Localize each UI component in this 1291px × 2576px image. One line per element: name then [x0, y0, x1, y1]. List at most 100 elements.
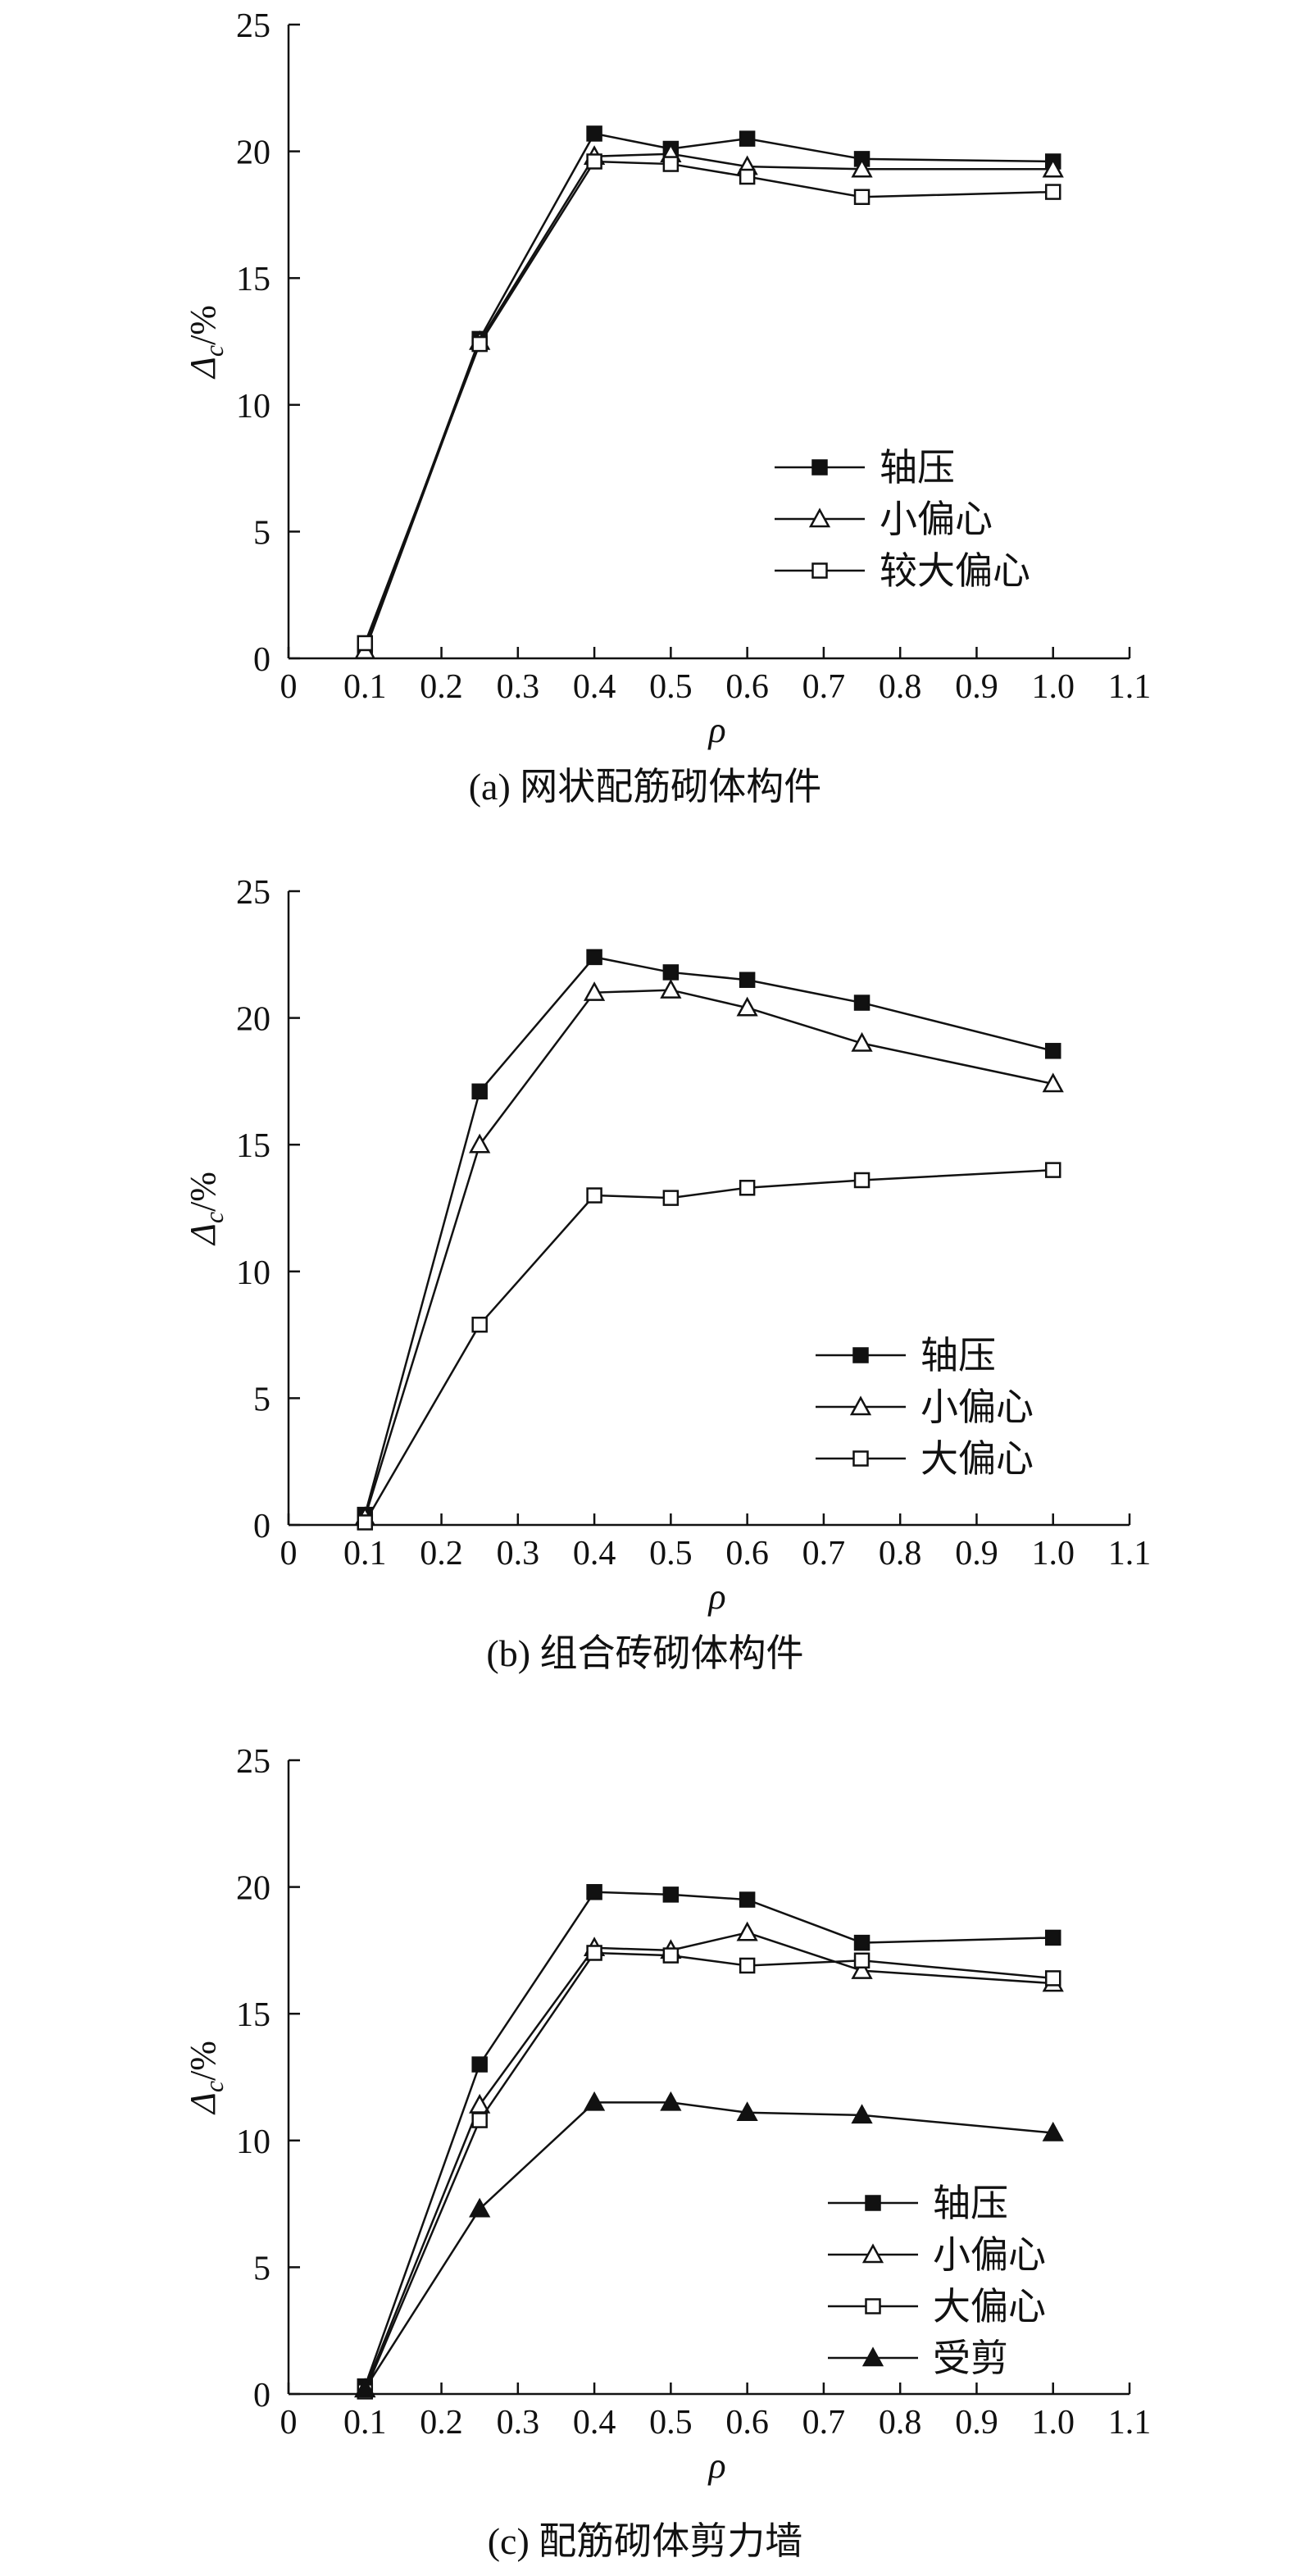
series-4 [354, 2091, 1064, 2398]
data-point [851, 1031, 873, 1052]
y-tick-label: 20 [236, 1001, 270, 1039]
x-tick-label: 1.0 [1031, 668, 1075, 706]
data-point [662, 1947, 680, 1964]
chart-panel-c: 0 5 10 15 20 25 0 0.1 0.2 0.3 0.4 0.5 0.6 0.7 0.8 0.9 1.… [183, 1743, 1152, 2562]
y-tick-label: 15 [236, 1127, 270, 1165]
data-point [586, 125, 602, 142]
x-tick-label: 0.2 [420, 2404, 463, 2442]
x-axis-label: ρ [707, 2446, 725, 2486]
data-point [586, 1945, 602, 1961]
x-tick-label: 0.9 [955, 668, 998, 706]
data-point [851, 1959, 873, 1979]
y-tick-label: 10 [236, 1254, 270, 1292]
x-tick-label: 0.8 [879, 1535, 922, 1572]
data-point [583, 981, 606, 1001]
data-point [851, 157, 873, 178]
x-tick-label: 0.4 [573, 2404, 616, 2442]
data-point [583, 2091, 606, 2111]
data-point [660, 2091, 682, 2111]
y-tick-label: 15 [236, 1996, 270, 2034]
legend-label: 受剪 [933, 2337, 1008, 2379]
y-tick-label: 20 [236, 1870, 270, 1908]
data-point [586, 1187, 602, 1204]
data-point [586, 1884, 602, 1900]
x-axis-label: ρ [707, 1577, 725, 1617]
data-point [853, 189, 871, 206]
x-tick-label: 0.6 [725, 668, 769, 706]
y-tick-label: 5 [253, 1381, 270, 1418]
data-point [354, 2378, 376, 2398]
series-line [364, 956, 1054, 1515]
data-point [586, 153, 602, 170]
data-point [853, 1172, 871, 1189]
data-point [471, 335, 488, 353]
data-point [1042, 157, 1064, 178]
x-tick-label: 0.4 [573, 1535, 616, 1572]
data-point [662, 964, 680, 981]
data-point [739, 130, 756, 147]
y-tick-label: 10 [236, 388, 270, 426]
x-tick-label: 0.6 [725, 1535, 769, 1572]
x-axis-label: ρ [707, 710, 725, 750]
data-point [662, 156, 680, 172]
x-tick-label: 1.1 [1108, 2404, 1152, 2442]
x-tick-label: 0.2 [420, 668, 463, 706]
legend-marker [861, 2243, 884, 2264]
legend-marker [852, 1347, 869, 1363]
y-axis-label: Δc/% [183, 1172, 229, 1246]
series-3 [357, 1162, 1061, 1531]
chart-panel-b: 0 5 10 15 20 25 0 0.1 0.2 0.3 0.4 0.5 0.6 0.7 0.8 0.9 1.… [183, 874, 1152, 1674]
y-tick-label: 15 [236, 261, 270, 298]
x-tick-label: 0.5 [649, 1535, 693, 1572]
chart-caption: (c) 配筋砌体剪力墙 [488, 2520, 803, 2562]
x-tick-label: 0.1 [343, 2404, 387, 2442]
legend-marker [849, 1395, 872, 1416]
y-tick-label: 0 [253, 2377, 270, 2414]
series-3 [357, 153, 1061, 652]
x-tick-label: 0.8 [879, 668, 922, 706]
y-axis-label: Δc/% [183, 2041, 229, 2115]
data-point [1044, 1162, 1061, 1178]
x-tick-label: 0.9 [955, 2404, 998, 2442]
x-tick-label: 0.8 [879, 2404, 922, 2442]
legend-marker [865, 2195, 881, 2211]
data-point [357, 635, 374, 652]
x-tick-label: 0.2 [420, 1535, 463, 1572]
legend-label: 轴压 [933, 2182, 1008, 2224]
data-point [736, 1921, 758, 1941]
y-tick-label: 25 [236, 874, 270, 912]
data-point [736, 2101, 758, 2122]
data-point [1042, 1072, 1064, 1093]
series-3 [357, 1945, 1061, 2400]
legend-label: 大偏心 [921, 1438, 1034, 1480]
x-tick-label: 0.6 [725, 2404, 769, 2442]
legend-label: 轴压 [880, 447, 955, 489]
data-point [469, 1133, 491, 1154]
data-point [471, 1316, 488, 1333]
x-tick-label: 0.3 [497, 2404, 540, 2442]
legend-marker [811, 459, 828, 476]
legend-marker [852, 1450, 869, 1467]
y-tick-label: 25 [236, 1743, 270, 1781]
data-point [739, 972, 756, 988]
x-tick-label: 1.1 [1108, 668, 1152, 706]
series-1 [357, 949, 1061, 1523]
data-point [739, 1957, 756, 1974]
legend-marker [808, 507, 831, 528]
y-tick-label: 0 [253, 641, 270, 679]
legend-label: 小偏心 [880, 498, 993, 540]
y-tick-label: 5 [253, 2250, 270, 2287]
y-tick-label: 5 [253, 514, 270, 552]
data-point [739, 168, 756, 185]
x-tick-label: 1.1 [1108, 1535, 1152, 1572]
x-tick-label: 0.1 [343, 668, 387, 706]
data-point [357, 1514, 374, 1531]
data-point [739, 1180, 756, 1196]
data-point [660, 978, 682, 999]
legend-label: 较大偏心 [880, 550, 1030, 592]
x-tick-label: 0.7 [802, 2404, 846, 2442]
data-point [853, 1934, 871, 1951]
